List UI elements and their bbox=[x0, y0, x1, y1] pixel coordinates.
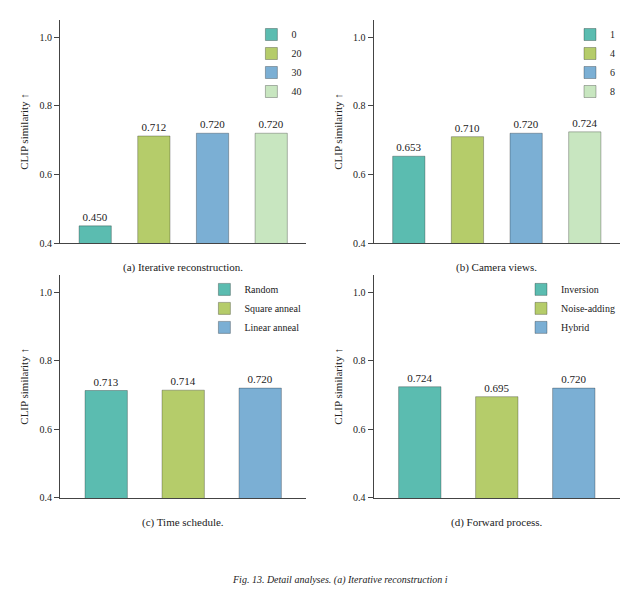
svg-text:0.653: 0.653 bbox=[396, 141, 421, 153]
svg-text:0.712: 0.712 bbox=[141, 121, 166, 133]
svg-text:0.724: 0.724 bbox=[572, 117, 597, 129]
svg-text:40: 40 bbox=[291, 86, 301, 97]
svg-text:20: 20 bbox=[291, 48, 301, 59]
svg-text:(b) Camera views.: (b) Camera views. bbox=[456, 261, 537, 274]
svg-text:0.720: 0.720 bbox=[561, 373, 586, 385]
svg-text:0.4: 0.4 bbox=[353, 492, 366, 503]
svg-text:(a) Iterative reconstruction.: (a) Iterative reconstruction. bbox=[123, 261, 243, 274]
svg-text:0.713: 0.713 bbox=[94, 376, 119, 388]
svg-text:30: 30 bbox=[291, 67, 301, 78]
svg-text:0: 0 bbox=[291, 29, 296, 40]
svg-text:0.4: 0.4 bbox=[40, 238, 53, 249]
svg-text:0.710: 0.710 bbox=[455, 122, 480, 134]
svg-text:0.4: 0.4 bbox=[353, 238, 366, 249]
svg-text:4: 4 bbox=[610, 48, 615, 59]
svg-text:0.6: 0.6 bbox=[353, 169, 366, 180]
svg-text:1: 1 bbox=[610, 29, 615, 40]
svg-text:Random: Random bbox=[244, 284, 278, 295]
svg-text:0.720: 0.720 bbox=[259, 118, 284, 130]
svg-text:0.724: 0.724 bbox=[407, 372, 432, 384]
svg-text:0.6: 0.6 bbox=[353, 424, 366, 435]
svg-text:Hybrid: Hybrid bbox=[561, 322, 589, 333]
svg-text:0.695: 0.695 bbox=[484, 382, 509, 394]
svg-text:0.720: 0.720 bbox=[248, 373, 273, 385]
svg-text:(d) Forward process.: (d) Forward process. bbox=[451, 516, 543, 529]
svg-text:1.0: 1.0 bbox=[40, 287, 53, 298]
svg-text:6: 6 bbox=[610, 67, 615, 78]
svg-text:Linear anneal: Linear anneal bbox=[244, 322, 299, 333]
svg-text:0.8: 0.8 bbox=[40, 100, 53, 111]
svg-text:CLIP similarity ↑: CLIP similarity ↑ bbox=[332, 93, 344, 170]
svg-text:Noise-adding: Noise-adding bbox=[561, 303, 615, 314]
svg-text:0.6: 0.6 bbox=[40, 169, 53, 180]
svg-text:0.8: 0.8 bbox=[40, 355, 53, 366]
svg-text:0.714: 0.714 bbox=[171, 375, 196, 387]
svg-text:CLIP similarity ↑: CLIP similarity ↑ bbox=[332, 348, 344, 425]
svg-text:0.450: 0.450 bbox=[83, 211, 108, 223]
svg-text:0.8: 0.8 bbox=[353, 100, 366, 111]
svg-text:8: 8 bbox=[610, 86, 615, 97]
svg-text:(c) Time schedule.: (c) Time schedule. bbox=[142, 516, 224, 529]
svg-text:0.6: 0.6 bbox=[40, 424, 53, 435]
svg-text:1.0: 1.0 bbox=[40, 32, 53, 43]
svg-text:Square anneal: Square anneal bbox=[244, 303, 301, 314]
svg-text:0.720: 0.720 bbox=[514, 118, 539, 130]
svg-text:1.0: 1.0 bbox=[353, 32, 366, 43]
svg-text:Fig. 13. Detail analyses. (a): Fig. 13. Detail analyses. (a) Iterative … bbox=[232, 574, 448, 586]
svg-text:0.8: 0.8 bbox=[353, 355, 366, 366]
svg-text:Inversion: Inversion bbox=[561, 284, 599, 295]
svg-text:0.4: 0.4 bbox=[40, 492, 53, 503]
svg-text:0.720: 0.720 bbox=[200, 118, 225, 130]
svg-text:CLIP similarity ↑: CLIP similarity ↑ bbox=[18, 348, 30, 425]
svg-text:CLIP similarity ↑: CLIP similarity ↑ bbox=[18, 93, 30, 170]
svg-text:1.0: 1.0 bbox=[353, 287, 366, 298]
